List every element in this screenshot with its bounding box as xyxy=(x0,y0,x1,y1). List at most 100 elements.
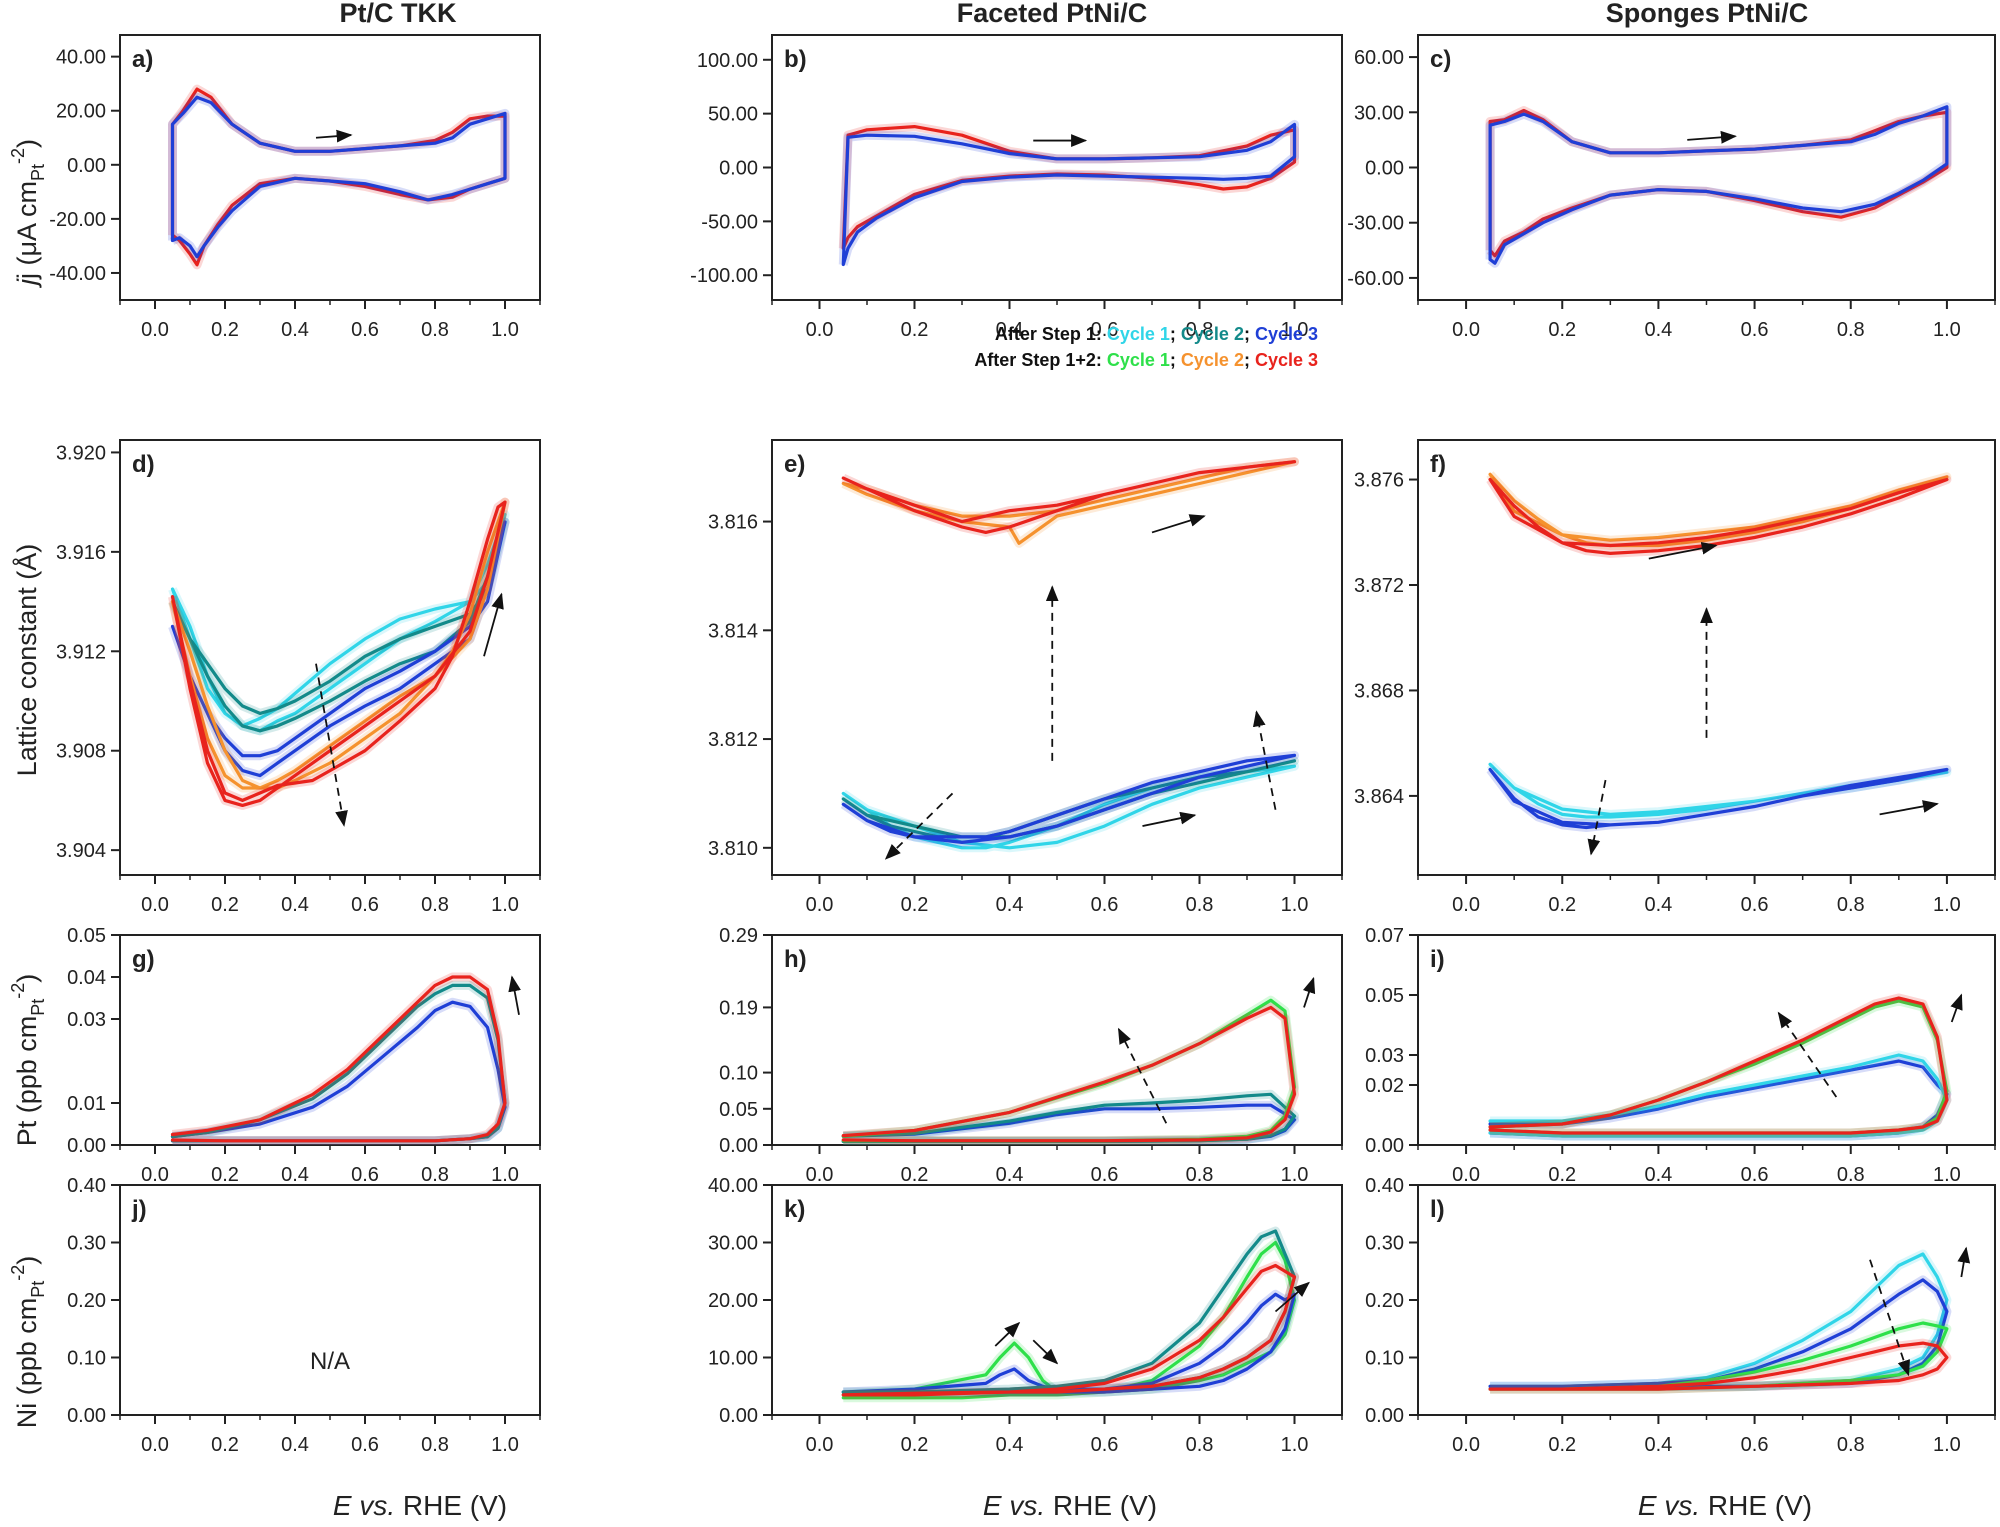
x-tick-label: 0.8 xyxy=(1186,1164,1214,1186)
series-line-c-1 xyxy=(1488,105,1949,265)
x-tick-label: 0.8 xyxy=(421,319,449,341)
ylabel-pt-dissolution: Pt (ppb cmPt-2) xyxy=(8,974,48,1147)
series-line-k-3 xyxy=(841,1263,1297,1397)
x-tick-label: 1.0 xyxy=(491,1434,519,1456)
y-tick-label: 0.00 xyxy=(719,158,758,180)
panel-label-k: k) xyxy=(784,1196,805,1223)
series-group-d xyxy=(168,497,510,810)
x-tick-label: 0.2 xyxy=(1548,1164,1576,1186)
column-title-pt-c-tkk: Pt/C TKK xyxy=(340,0,457,28)
x-tick-label: 1.0 xyxy=(1281,319,1309,341)
dashed-arrow xyxy=(1869,1259,1910,1377)
x-tick-label: 0.2 xyxy=(211,1434,239,1456)
x-tick-label: 0.8 xyxy=(1837,1434,1865,1456)
direction-arrow xyxy=(483,592,504,657)
x-tick-label: 1.0 xyxy=(1281,1164,1309,1186)
x-tick-label: 0.4 xyxy=(281,894,309,916)
y-tick-label: -30.00 xyxy=(1347,213,1404,235)
panel-label-h: h) xyxy=(784,946,807,973)
panel-e: 0.0 0.2 0.4 0.6 0.8 1.0 3.810 3.812 3.814 3.816 e) xyxy=(708,439,1343,916)
series-group-f xyxy=(1486,471,1952,832)
x-tick-label: 0.4 xyxy=(281,1434,309,1456)
x-tick-label: 0.6 xyxy=(1091,894,1119,916)
x-tick-label: 0.0 xyxy=(141,1434,169,1456)
x-tick-label: 0.8 xyxy=(1186,319,1214,341)
panel-label-i: i) xyxy=(1430,946,1445,973)
y-tick-label: 60.00 xyxy=(1354,47,1404,69)
x-tick-label: 0.6 xyxy=(351,894,379,916)
x-tick-label: 0.0 xyxy=(1452,319,1480,341)
y-tick-label: 40.00 xyxy=(708,1175,758,1197)
series-halo xyxy=(1485,102,1952,268)
x-tick-label: 0.2 xyxy=(901,1164,929,1186)
y-tick-label: 0.10 xyxy=(67,1348,106,1370)
series-line-a-1 xyxy=(170,95,507,259)
y-tick-label: 0.29 xyxy=(719,925,758,947)
x-tick-label: 1.0 xyxy=(491,319,519,341)
y-tick-label: 3.908 xyxy=(56,741,106,763)
x-tick-label: 0.0 xyxy=(141,1164,169,1186)
y-tick-label: 0.30 xyxy=(1365,1233,1404,1255)
x-tick-label: 1.0 xyxy=(1933,894,1961,916)
x-tick-label: 0.4 xyxy=(1645,894,1673,916)
y-tick-label: 0.02 xyxy=(1365,1075,1404,1097)
x-tick-label: 0.4 xyxy=(996,319,1024,341)
direction-arrow xyxy=(1032,1339,1059,1365)
series-line-b-1 xyxy=(841,122,1297,267)
ylabel-current-density: jj (μA cmPt-2) xyxy=(8,139,48,289)
dashed-arrow xyxy=(1587,779,1607,856)
xlabel-col-1: E vs. RHE (V) xyxy=(333,1490,507,1521)
series-halo xyxy=(1490,1249,1952,1391)
y-tick-label: 0.05 xyxy=(67,925,106,947)
y-tick-label: -100.00 xyxy=(690,265,758,287)
x-tick-label: 0.6 xyxy=(351,1164,379,1186)
x-tick-label: 0.4 xyxy=(996,1164,1024,1186)
direction-arrow xyxy=(994,1321,1021,1347)
x-tick-label: 0.0 xyxy=(806,1164,834,1186)
y-tick-label: 3.876 xyxy=(1354,470,1404,492)
panel-d: 0.0 0.2 0.4 0.6 0.8 1.0 3.904 3.908 3.912 3.916 3.… xyxy=(56,439,541,916)
y-tick-label: 30.00 xyxy=(708,1233,758,1255)
y-tick-label: 0.05 xyxy=(1365,985,1404,1007)
y-tick-label: 3.810 xyxy=(708,838,758,860)
y-tick-label: 0.00 xyxy=(1365,1135,1404,1157)
y-tick-label: 0.05 xyxy=(719,1099,758,1121)
series-line-g-1 xyxy=(170,983,507,1143)
x-tick-label: 0.2 xyxy=(211,894,239,916)
y-tick-label: 0.00 xyxy=(67,1405,106,1427)
panel-label-a: a) xyxy=(132,46,153,73)
y-tick-label: 0.10 xyxy=(719,1063,758,1085)
column-title-sponges-ptni-c: Sponges PtNi/C xyxy=(1606,0,1809,28)
panel-label-c: c) xyxy=(1430,46,1451,73)
series-halo xyxy=(168,92,510,262)
x-tick-label: 1.0 xyxy=(1933,1164,1961,1186)
x-tick-label: 0.6 xyxy=(1741,319,1769,341)
direction-arrow xyxy=(1879,800,1939,816)
direction-arrow xyxy=(508,975,521,1015)
y-tick-label: 3.816 xyxy=(708,512,758,534)
x-tick-label: 0.6 xyxy=(351,1434,379,1456)
dashed-arrow xyxy=(884,792,954,860)
y-tick-label: -60.00 xyxy=(1347,268,1404,290)
series-halo xyxy=(1486,765,1952,832)
x-tick-label: 0.6 xyxy=(1741,894,1769,916)
panel-label-b: b) xyxy=(784,46,807,73)
panel-b: 0.0 0.2 0.4 0.6 0.8 1.0 -100.00 -50.00 0.00 50.00… xyxy=(690,34,1343,341)
xlabel-col-3: E vs. RHE (V) xyxy=(1638,1490,1812,1521)
panel-label-f: f) xyxy=(1430,451,1446,478)
series-group-a xyxy=(168,84,510,270)
x-tick-label: 0.4 xyxy=(1645,319,1673,341)
x-tick-label: 0.4 xyxy=(1645,1164,1673,1186)
y-tick-label: 30.00 xyxy=(1354,102,1404,124)
series-line-h-3 xyxy=(841,1005,1297,1143)
x-tick-label: 0.2 xyxy=(211,1164,239,1186)
x-tick-label: 0.0 xyxy=(1452,1164,1480,1186)
series-line-e-2 xyxy=(841,753,1297,845)
x-tick-label: 0.8 xyxy=(421,1434,449,1456)
panel-a: 0.0 0.2 0.4 0.6 0.8 1.0 -40.00 -20.00 0.00 20.00 4… xyxy=(49,34,541,341)
x-tick-label: 0.8 xyxy=(1186,1434,1214,1456)
x-tick-label: 0.0 xyxy=(141,894,169,916)
series-line-f-1 xyxy=(1488,767,1949,830)
series-line-k-1 xyxy=(841,1292,1297,1394)
panel-f: 0.0 0.2 0.4 0.6 0.8 1.0 3.864 3.868 3.872 3.876 f) xyxy=(1354,439,1996,916)
